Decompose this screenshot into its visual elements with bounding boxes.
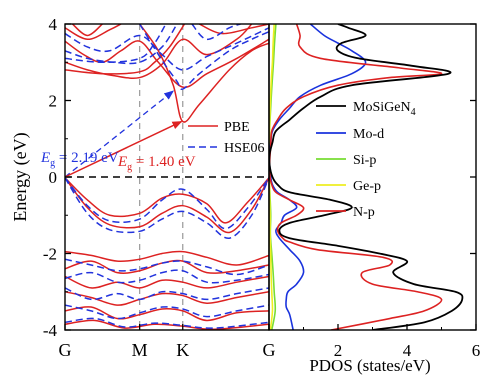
hse06-band-10 bbox=[65, 258, 269, 276]
hse06-band-3 bbox=[65, 177, 269, 239]
legend-pbe-label: PBE bbox=[224, 120, 250, 135]
pdos-curve-total bbox=[269, 24, 464, 330]
pbe-band-0 bbox=[65, 177, 269, 224]
y-axis-label: Energy (eV) bbox=[10, 132, 31, 221]
pbe-band-7 bbox=[65, 291, 269, 306]
x-axis-label: PDOS (states/eV) bbox=[309, 356, 430, 375]
pbe-band-6 bbox=[65, 275, 269, 289]
pbe-band-1 bbox=[65, 177, 269, 234]
legend-total-sub: 4 bbox=[411, 107, 416, 118]
pbe-band-17 bbox=[65, 24, 253, 79]
y-axis-ticks: -4 -2 0 2 4 bbox=[43, 15, 476, 340]
pbe-gap-symbol: E bbox=[117, 154, 127, 170]
pbe-band-4 bbox=[65, 250, 269, 266]
y-tick-label-2: 0 bbox=[49, 168, 58, 187]
pdos-curve-np bbox=[269, 24, 443, 330]
hse-gap-arrow bbox=[64, 90, 175, 178]
hse-gap-label: Eg = 2.19 eV bbox=[40, 150, 119, 169]
hse-gap-symbol: E bbox=[40, 150, 50, 166]
pdos-x-tick-label-3: 6 bbox=[472, 341, 481, 360]
pbe-band-16 bbox=[65, 38, 269, 89]
legend-gep-label: Ge-p bbox=[353, 179, 381, 194]
hse06-band-11 bbox=[65, 269, 269, 284]
y-tick-label-0: -4 bbox=[43, 321, 58, 340]
pbe-band-21 bbox=[71, 24, 103, 37]
y-tick-label-1: -2 bbox=[43, 245, 57, 264]
hse06-band-2 bbox=[65, 177, 269, 230]
hse06-band-25 bbox=[65, 24, 167, 64]
legend-total-label: MoSiGeN4 bbox=[353, 100, 416, 118]
y-tick-label-4: 4 bbox=[49, 15, 58, 34]
hse06-band-12 bbox=[65, 287, 269, 301]
pbe-band-15 bbox=[139, 24, 269, 123]
pdos-x-tick-label-2: 4 bbox=[403, 341, 412, 360]
kpoint-guides bbox=[139, 24, 184, 330]
hse06-band-14 bbox=[65, 317, 269, 329]
pbe-band-20 bbox=[199, 24, 269, 35]
kpoint-label-2: K bbox=[176, 340, 189, 360]
pbe-band-19 bbox=[65, 24, 122, 41]
hse06-band-22 bbox=[139, 24, 269, 90]
legend-np-label: N-p bbox=[353, 205, 375, 220]
pbe-gap-value: = 1.40 eV bbox=[132, 154, 196, 170]
pbe-gap-label: Eg = 1.40 eV bbox=[117, 154, 196, 173]
pdos-x-tick-label-1: 2 bbox=[334, 341, 343, 360]
pbe-gap-arrow bbox=[64, 120, 183, 178]
pbe-band-18 bbox=[65, 24, 186, 75]
kpoint-label-0: G bbox=[59, 340, 72, 360]
band-legend: PBE HSE06 bbox=[188, 120, 264, 156]
hse06-band-26 bbox=[191, 24, 241, 41]
hse06-band-23 bbox=[65, 27, 269, 71]
y-tick-label-3: 2 bbox=[49, 92, 58, 111]
legend-sip-label: Si-p bbox=[353, 153, 376, 168]
pbe-band-9 bbox=[65, 319, 269, 330]
legend-total-name: MoSiGeN bbox=[353, 100, 411, 115]
pdos-curves bbox=[269, 24, 464, 330]
pdos-curve-mo_d bbox=[269, 24, 367, 330]
pdos-x-ticks: 2 4 6 bbox=[268, 324, 481, 360]
pbe-gap-subscript: g bbox=[127, 162, 132, 173]
legend-hse-label: HSE06 bbox=[224, 141, 264, 156]
kpoint-label-3: G bbox=[263, 340, 276, 360]
band-structure bbox=[65, 24, 269, 330]
kpoint-label-1: M bbox=[132, 340, 148, 360]
hse-gap-value: = 2.19 eV bbox=[55, 150, 119, 166]
hse-gap-subscript: g bbox=[50, 158, 55, 169]
legend-mod-label: Mo-d bbox=[353, 127, 384, 142]
hse06-band-13 bbox=[65, 304, 269, 320]
pdos-legend: MoSiGeN4 Mo-d Si-p Ge-p N-p bbox=[316, 100, 416, 220]
pbe-band-8 bbox=[65, 306, 269, 322]
